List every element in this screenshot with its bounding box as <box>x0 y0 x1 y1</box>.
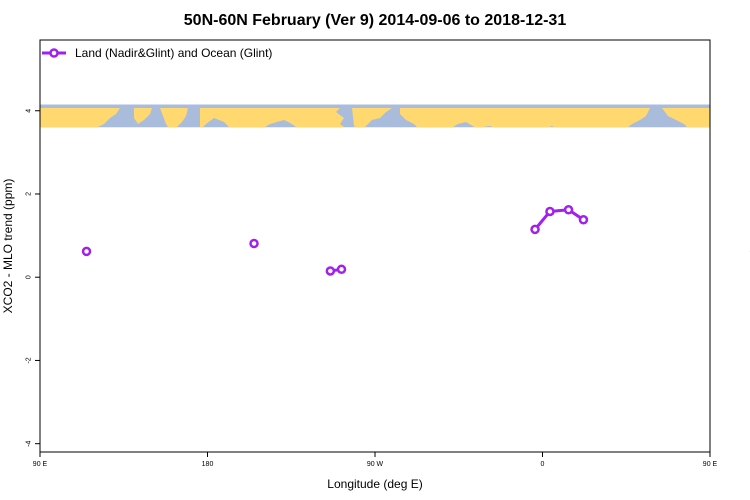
y-tick-label: 2 <box>26 192 33 196</box>
data-point <box>249 238 259 249</box>
data-point <box>578 215 589 225</box>
series-line <box>533 208 585 231</box>
data-point <box>530 224 540 235</box>
plot-frame <box>39 39 711 453</box>
x-tick-label: 0 <box>541 461 545 468</box>
world-map-strip <box>40 104 710 128</box>
y-tick-label: -2 <box>26 357 33 363</box>
map-strip-land <box>40 108 710 128</box>
legend-marker <box>49 48 59 58</box>
y-axis-label: XCO2 - MLO trend (ppm) <box>1 179 15 314</box>
y-tick-label: 0 <box>26 275 33 279</box>
series-layer <box>81 205 750 276</box>
x-tick-label: 90 W <box>367 461 384 468</box>
data-point <box>336 264 347 275</box>
legend: Land (Nadir&Glint) and Ocean (Glint) <box>42 46 272 60</box>
x-axis: 90 E 180 90 W 0 90 E <box>33 452 718 468</box>
y-tick-label: -4 <box>26 440 33 446</box>
x-axis-label: Longitude (deg E) <box>327 477 422 491</box>
data-point <box>325 266 336 276</box>
data-point <box>545 206 555 217</box>
x-tick-label: 90 E <box>703 461 718 468</box>
x-tick-label: 180 <box>202 461 214 468</box>
legend-label: Land (Nadir&Glint) and Ocean (Glint) <box>75 46 272 60</box>
data-point <box>563 205 574 215</box>
data-point <box>81 246 92 257</box>
y-axis: -4 -2 0 2 4 <box>26 109 40 447</box>
x-tick-label: 90 E <box>33 461 48 468</box>
chart-title: 50N-60N February (Ver 9) 2014-09-06 to 2… <box>184 12 567 29</box>
y-tick-label: 4 <box>26 109 33 113</box>
